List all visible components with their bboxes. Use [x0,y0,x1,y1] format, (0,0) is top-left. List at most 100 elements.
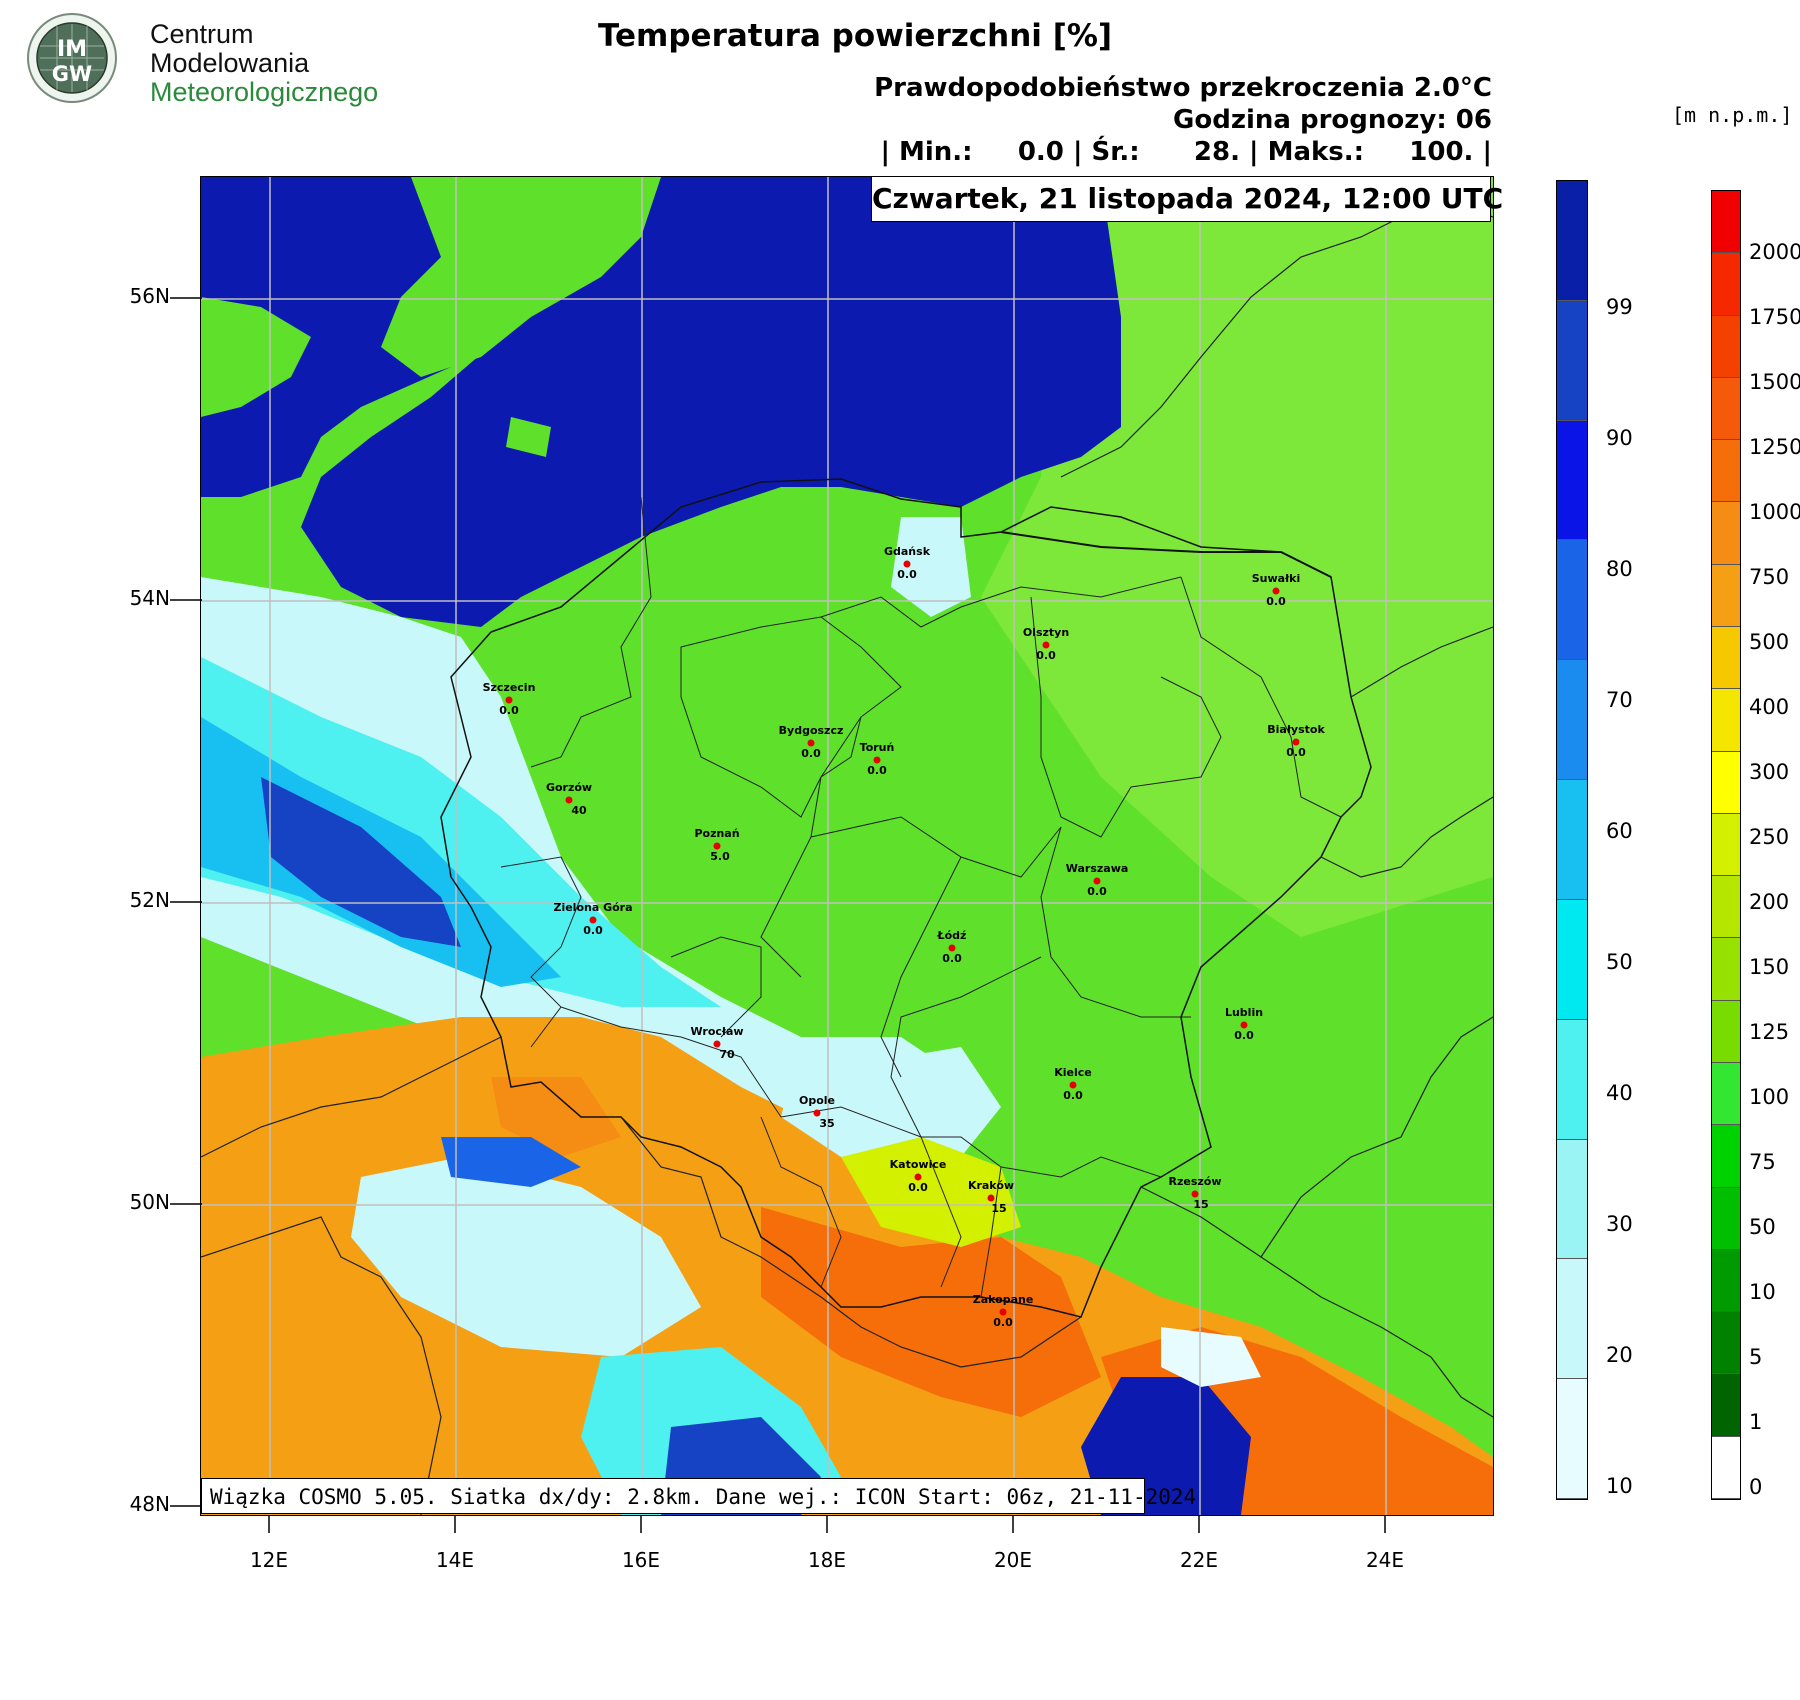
elevation-color-cell-3 [1712,377,1740,441]
city-value: 0.0 [897,568,917,581]
city-name: Katowice [890,1158,947,1171]
city-name: Warszawa [1066,862,1129,875]
city-dot [1191,1190,1199,1198]
logo-line-2: Modelowania [150,48,310,78]
probability-color-cell-0 [1557,181,1587,301]
city-name: Suwałki [1252,572,1301,585]
probability-color-cell-9 [1557,1259,1587,1380]
lat-label-52n: 52N [129,888,170,912]
elevation-color-cell-14 [1712,1062,1740,1126]
city-dot [1042,641,1050,649]
city-value: 0.0 [1036,649,1056,662]
elevation-color-cell-12 [1712,938,1740,1001]
lon-ticks [268,1515,1386,1533]
city-value: 0.0 [908,1181,928,1194]
elevation-color-cell-11 [1712,876,1740,939]
city-name: Gdańsk [884,545,931,558]
elevation-color-cell-0 [1712,191,1740,254]
city-name: Toruń [860,741,895,754]
elevation-color-cell-8 [1712,689,1740,752]
elevation-color-cell-2 [1712,315,1740,378]
city-value: 0.0 [867,764,887,777]
city-value: 0.0 [1286,746,1306,759]
lon-label-16e: 16E [621,1548,661,1572]
elevation-color-cell-9 [1712,751,1740,814]
prob-label-99: 99 [1606,295,1633,319]
elev-label-500: 500 [1749,630,1790,654]
city-value: 0.0 [1063,1089,1083,1102]
elev-label-400: 400 [1749,695,1790,719]
city-dot [505,696,513,704]
city-dot [948,944,956,952]
elevation-color-cell-20 [1712,1436,1740,1499]
elevation-color-cell-16 [1712,1187,1740,1250]
city-value: 15 [991,1202,1006,1215]
city-dot [987,1194,995,1202]
imgw-badge-icon: IM GW [27,13,117,103]
elev-label-150: 150 [1749,955,1790,979]
lon-label-24e: 24E [1365,1548,1405,1572]
city-name: Gorzów [546,781,592,794]
elev-label-300: 300 [1749,760,1790,784]
city-value: 0.0 [583,924,603,937]
city-value: 70 [719,1048,735,1061]
elevation-color-cell-6 [1712,564,1740,627]
probability-colorbar [1556,180,1588,1500]
city-name: Poznań [694,827,739,840]
lon-label-22e: 22E [1179,1548,1219,1572]
probability-color-cell-7 [1557,1019,1587,1140]
elev-label-5: 5 [1749,1345,1763,1369]
probability-color-cell-10 [1557,1379,1587,1499]
units-label: [m n.p.m.] [1672,103,1793,127]
probability-color-cell-6 [1557,899,1587,1020]
city-value: 5.0 [710,850,730,863]
city-value: 0.0 [942,952,962,965]
probability-color-cell-5 [1557,780,1587,900]
city-value: 0.0 [499,704,519,717]
svg-text:GW: GW [52,62,92,86]
lat-label-48n: 48N [129,1492,170,1516]
elevation-color-cell-18 [1712,1312,1740,1375]
poland-border [440,478,1372,1318]
prob-label-20: 20 [1606,1343,1633,1367]
lat-label-50n: 50N [129,1190,170,1214]
elevation-color-cell-17 [1712,1249,1740,1313]
city-value: 15 [1193,1198,1208,1211]
city-name: Łódź [937,929,967,942]
probability-color-cell-8 [1557,1139,1587,1260]
city-dot [565,796,573,804]
lat-ticks [170,297,202,1507]
city-dot [903,560,911,568]
prob-label-80: 80 [1606,557,1633,581]
probability-color-cell-2 [1557,420,1587,541]
lon-label-14e: 14E [435,1548,475,1572]
city-dot [873,756,881,764]
elevation-color-cell-1 [1712,253,1740,316]
probability-color-cell-3 [1557,540,1587,661]
page-title: Temperatura powierzchni [%] [598,18,1113,54]
elev-label-1000: 1000 [1749,500,1800,524]
elev-label-10: 10 [1749,1280,1776,1304]
prob-label-50: 50 [1606,950,1633,974]
lon-label-20e: 20E [993,1548,1033,1572]
city-markers: Gdańsk 0.0 Suwałki 0.0 Olsztyn 0.0 Szczecin… [483,545,1326,1329]
elev-label-1: 1 [1749,1410,1763,1434]
elev-label-1750: 1750 [1749,305,1800,329]
city-value: 35 [819,1117,834,1130]
prob-label-10: 10 [1606,1474,1633,1498]
prob-label-40: 40 [1606,1081,1633,1105]
elev-label-2000: 2000 [1749,240,1800,264]
city-dot [1069,1081,1077,1089]
city-dot [999,1308,1007,1316]
elev-label-1500: 1500 [1749,370,1800,394]
elevation-color-cell-13 [1712,1000,1740,1063]
city-value: 0.0 [1234,1029,1254,1042]
elev-label-100: 100 [1749,1085,1790,1109]
forecast-hour: Godzina prognozy: 06 [1173,105,1492,135]
elev-label-200: 200 [1749,890,1790,914]
elev-label-125: 125 [1749,1020,1790,1044]
city-name: Wrocław [690,1025,743,1038]
probability-color-cell-1 [1557,300,1587,421]
elevation-color-cell-19 [1712,1374,1740,1437]
elevation-color-cell-4 [1712,440,1740,503]
